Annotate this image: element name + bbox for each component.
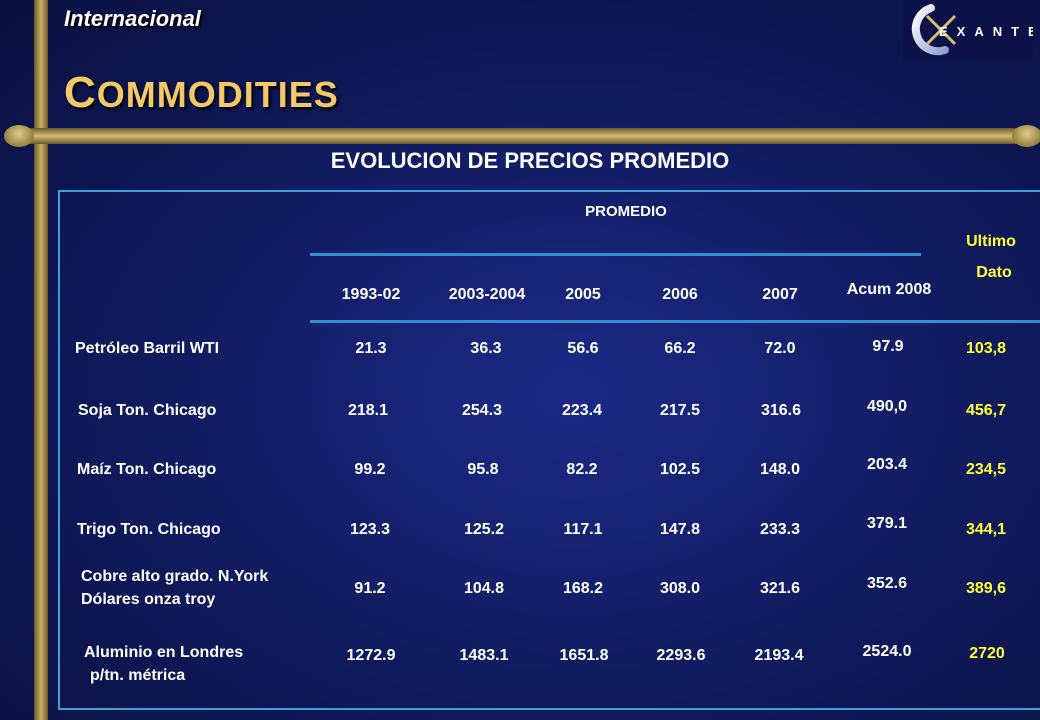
last-value: 456,7 [965, 402, 1007, 419]
cell-value: 91.2 [354, 580, 386, 597]
cell-value: 321.6 [759, 580, 801, 597]
row-label-sub: p/tn. métrica [90, 667, 186, 684]
column-header: 2006 [662, 286, 698, 303]
last-value: 389,6 [965, 580, 1007, 597]
last-value: 234,5 [965, 461, 1007, 478]
title-initial: C [64, 68, 97, 117]
column-header: 2003-2004 [448, 286, 526, 303]
left-gold-bar [34, 0, 48, 720]
table-panel [58, 190, 1040, 710]
row-label: Aluminio en Londres [84, 644, 244, 661]
subtitle: EVOLUCION DE PRECIOS PROMEDIO [330, 148, 730, 173]
cell-value: 2293.6 [656, 647, 706, 664]
column-header: 2007 [762, 286, 798, 303]
cell-value: 308.0 [659, 580, 701, 597]
cell-value: 217.5 [659, 402, 701, 419]
cell-value: 223.4 [561, 402, 603, 419]
cell-value: 147.8 [659, 521, 701, 538]
cell-value: 56.6 [567, 340, 599, 357]
header-underline [310, 320, 1040, 323]
cell-value: 218.1 [347, 402, 389, 419]
row-label: Soja Ton. Chicago [78, 402, 217, 419]
last-value: 103,8 [965, 340, 1007, 357]
row-label: Maíz Ton. Chicago [77, 461, 217, 478]
cell-value: 72.0 [764, 340, 796, 357]
acum-value: 352.6 [866, 575, 908, 592]
acum-value: 379.1 [866, 515, 908, 532]
last-header-line1: Ultimo [966, 233, 1016, 250]
horizontal-gold-bar [4, 125, 1040, 147]
cell-value: 1272.9 [346, 647, 396, 664]
row-label: Trigo Ton. Chicago [77, 521, 221, 538]
cell-value: 148.0 [759, 461, 801, 478]
acum-header: Acum 2008 [846, 281, 932, 298]
cell-value: 82.2 [566, 461, 598, 478]
cell-value: 117.1 [563, 521, 603, 538]
cell-value: 1651.8 [559, 647, 609, 664]
cell-value: 125.2 [463, 521, 505, 538]
row-label: Cobre alto grado. N.York [81, 568, 269, 585]
cell-value: 1483.1 [459, 647, 509, 664]
column-header: 2005 [565, 286, 601, 303]
acum-value: 203.4 [866, 456, 908, 473]
last-value: 344,1 [965, 521, 1007, 538]
acum-value: 490,0 [866, 398, 908, 415]
last-header-line2: Dato [976, 264, 1012, 281]
cell-value: 2193.4 [754, 647, 804, 664]
cell-value: 123.3 [349, 521, 391, 538]
cell-value: 21.3 [355, 340, 387, 357]
cell-value: 66.2 [664, 340, 696, 357]
page-title: COMMODITIES [64, 68, 339, 118]
last-value: 2720 [969, 645, 1005, 662]
section-label: Internacional [64, 6, 201, 31]
acum-value: 97.9 [872, 338, 904, 355]
column-header: 1993-02 [341, 286, 401, 303]
cell-value: 102.5 [659, 461, 701, 478]
cell-value: 316.6 [760, 402, 802, 419]
cell-value: 254.3 [461, 402, 503, 419]
cell-value: 99.2 [354, 461, 386, 478]
header-divider [310, 253, 921, 256]
row-label: Petróleo Barril WTI [75, 340, 220, 357]
cell-value: 104.8 [463, 580, 505, 597]
cell-value: 95.8 [467, 461, 499, 478]
cell-value: 233.3 [759, 521, 801, 538]
cell-value: 36.3 [470, 340, 502, 357]
row-label-sub: Dólares onza troy [81, 591, 216, 608]
title-rest: OMMODITIES [96, 74, 339, 115]
group-header: PROMEDIO [585, 203, 667, 220]
cell-value: 168.2 [562, 580, 604, 597]
acum-value: 2524.0 [862, 643, 912, 660]
